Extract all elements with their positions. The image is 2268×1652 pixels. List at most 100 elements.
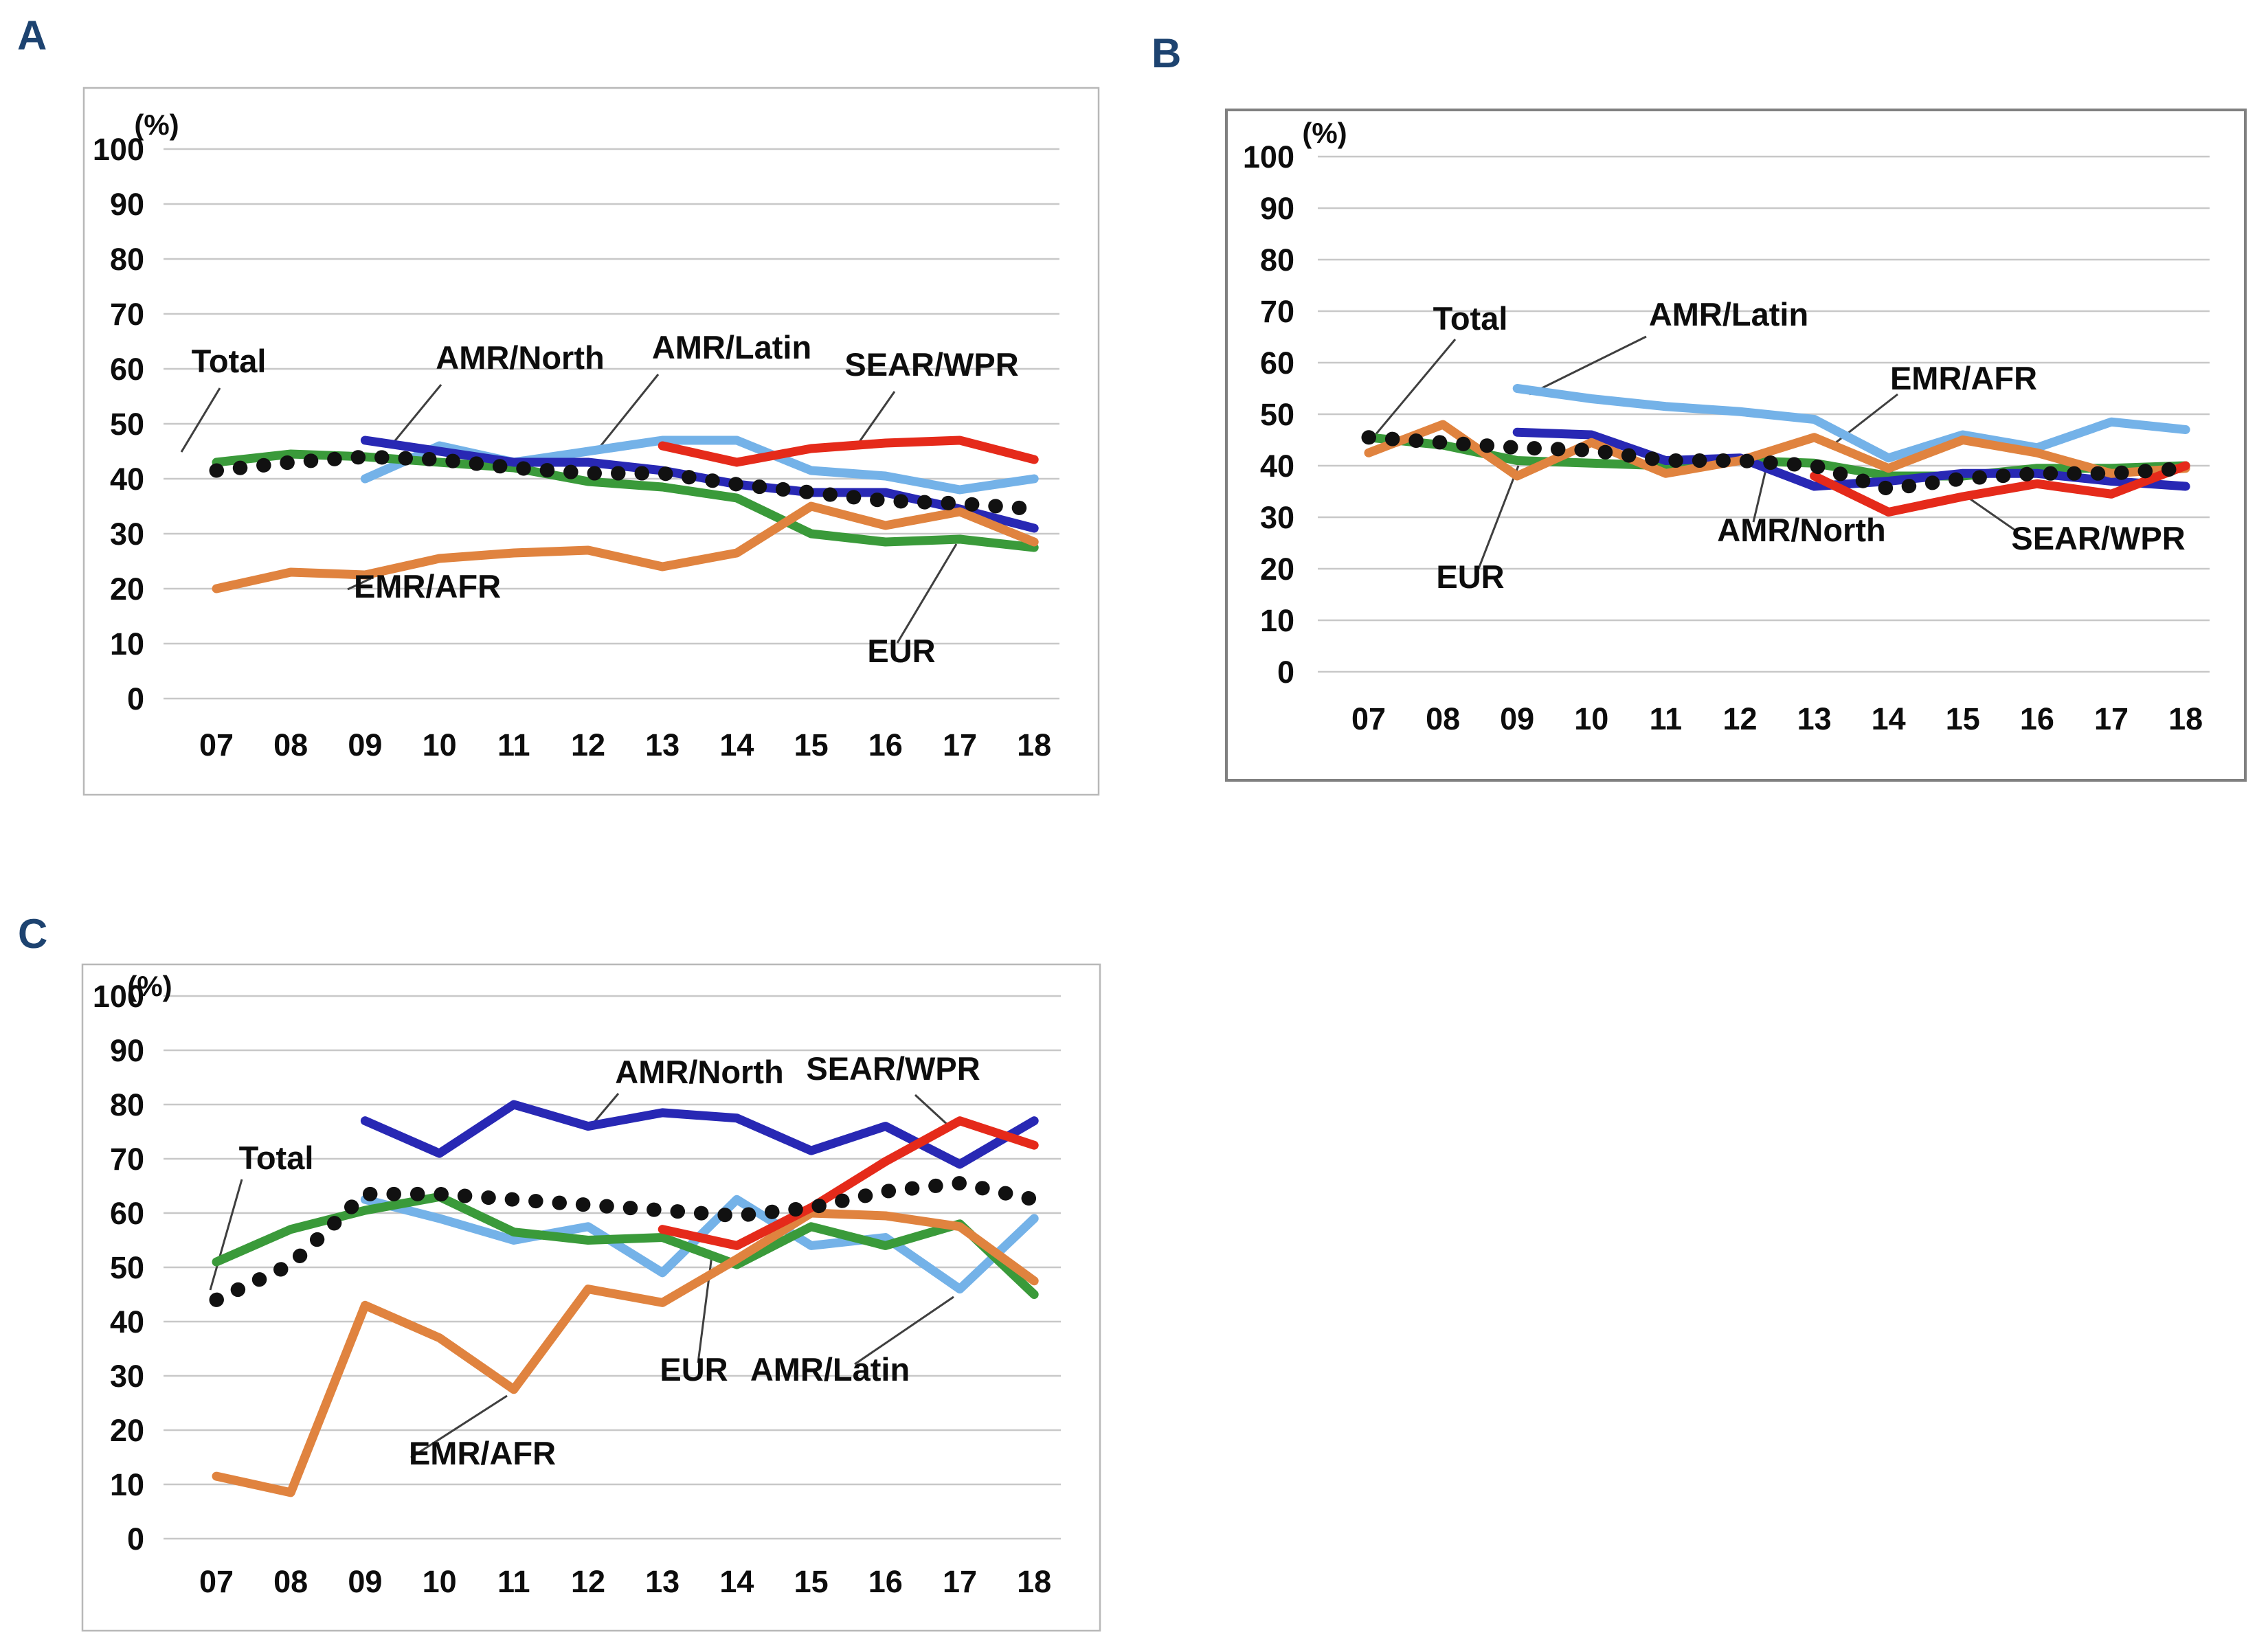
y-axis-unit-label: (%) — [134, 109, 179, 141]
y-tick-label: 90 — [1260, 191, 1294, 226]
chart-panel-b: 0 10 20 30 40 50 60 70 80 90 100(%) 07 08 09 10 11 12 13 1… — [1225, 109, 2247, 782]
label-leader-line — [914, 1094, 951, 1128]
y-tick-label: 80 — [110, 1087, 144, 1122]
series-label-amr-latin: AMR/Latin — [750, 1351, 910, 1388]
series-label-emr-afr: EMR/AFR — [409, 1435, 556, 1471]
y-tick-label: 50 — [1260, 397, 1294, 432]
y-tick-label: 40 — [110, 462, 144, 497]
chart-panel-a: 0 10 20 30 40 50 60 70 80 90 100(%) 07 08 09 10 11 12 13 1… — [82, 87, 1100, 796]
y-tick-label: 20 — [1260, 552, 1294, 587]
y-tick-label: 40 — [110, 1304, 144, 1339]
series-label-emr-afr: EMR/AFR — [354, 568, 501, 604]
series-label-total: Total — [239, 1140, 314, 1176]
series-line-emr-afr — [1364, 420, 2190, 481]
x-tick-label-11: 11 — [1650, 701, 1683, 736]
x-tick-label-17: 17 — [943, 1564, 977, 1599]
x-tick-label-15: 15 — [1946, 701, 1980, 736]
x-tick-label-17: 17 — [943, 727, 977, 762]
x-tick-label-12: 12 — [1722, 701, 1757, 736]
x-tick-label-15: 15 — [794, 1564, 829, 1599]
series-label-sear-wpr: SEAR/WPR — [806, 1050, 980, 1087]
y-tick-label: 10 — [110, 1467, 144, 1502]
x-tick-label-18: 18 — [1017, 727, 1051, 762]
x-tick-label-09: 09 — [1500, 701, 1534, 736]
y-tick-label: 10 — [110, 626, 144, 661]
x-tick-label-17: 17 — [2094, 701, 2129, 736]
label-leader-line — [598, 374, 660, 449]
y-tick-label: 40 — [1260, 449, 1294, 484]
x-tick-label-14: 14 — [1872, 701, 1906, 736]
label-leader-line — [410, 1394, 508, 1459]
x-tick-label-12: 12 — [571, 1564, 605, 1599]
x-tick-label-08: 08 — [273, 727, 308, 762]
y-tick-label: 30 — [110, 1359, 144, 1394]
label-leader-line — [1370, 339, 1457, 440]
y-tick-label: 0 — [1277, 655, 1294, 690]
y-tick-label: 90 — [110, 187, 144, 222]
series-label-total: Total — [192, 343, 267, 379]
series-label-total: Total — [1433, 300, 1508, 337]
y-tick-label: 60 — [110, 1196, 144, 1231]
x-tick-label-16: 16 — [868, 727, 903, 762]
label-leader-line — [209, 1179, 243, 1291]
x-tick-label-16: 16 — [2020, 701, 2054, 736]
label-leader-line — [1828, 393, 1898, 449]
y-tick-label: 70 — [110, 1142, 144, 1177]
series-line-emr-afr — [212, 1208, 1039, 1497]
series-line-total — [209, 449, 1042, 517]
x-tick-label-11: 11 — [497, 1564, 530, 1599]
label-leader-line — [1477, 465, 1520, 569]
series-line-total — [1361, 430, 2193, 497]
x-tick-label-14: 14 — [719, 1564, 754, 1599]
x-tick-label-18: 18 — [1017, 1564, 1051, 1599]
series-label-eur: EUR — [867, 633, 935, 669]
y-tick-label: 30 — [110, 517, 144, 552]
series-label-amr-north: AMR/North — [1717, 512, 1885, 548]
series-line-amr-latin — [1512, 384, 2190, 463]
label-leader-line — [1752, 469, 1767, 523]
x-tick-label-14: 14 — [719, 727, 754, 762]
series-line-sear-wpr — [1810, 461, 2190, 517]
label-leader-line — [896, 543, 958, 644]
y-tick-label: 80 — [1260, 242, 1294, 278]
series-label-amr-latin: AMR/Latin — [1649, 296, 1808, 332]
y-tick-label: 0 — [127, 681, 144, 716]
y-axis-unit-label: (%) — [1302, 117, 1347, 149]
x-tick-label-07: 07 — [199, 727, 234, 762]
x-tick-label-08: 08 — [273, 1564, 308, 1599]
y-tick-label: 50 — [110, 1250, 144, 1285]
y-tick-label: 10 — [1260, 603, 1294, 638]
y-tick-label: 70 — [110, 297, 144, 332]
x-tick-label-18: 18 — [2168, 701, 2203, 736]
y-tick-label: 100 — [93, 132, 144, 167]
y-tick-label: 70 — [1260, 294, 1294, 329]
y-tick-label: 100 — [1243, 139, 1294, 174]
label-leader-line — [1529, 335, 1647, 396]
y-tick-label: 100 — [93, 979, 144, 1014]
label-leader-line — [855, 391, 896, 447]
y-tick-label: 60 — [110, 352, 144, 387]
y-tick-label: 0 — [127, 1521, 144, 1557]
x-tick-label-07: 07 — [1351, 701, 1386, 736]
panel-label-c: C — [18, 911, 48, 957]
series-line-sear-wpr — [658, 1116, 1039, 1250]
series-line-sear-wpr — [658, 435, 1039, 467]
x-tick-label-09: 09 — [348, 727, 382, 762]
series-label-eur: EUR — [1436, 558, 1504, 595]
y-tick-label: 50 — [110, 407, 144, 442]
label-leader-line — [347, 577, 372, 591]
series-label-emr-afr: EMR/AFR — [1890, 360, 2037, 396]
x-tick-label-12: 12 — [571, 727, 605, 762]
label-leader-line — [1967, 496, 2018, 533]
x-tick-label-15: 15 — [794, 727, 829, 762]
x-tick-label-13: 13 — [645, 727, 680, 762]
y-tick-label: 20 — [110, 1413, 144, 1448]
x-tick-label-13: 13 — [1797, 701, 1832, 736]
x-tick-label-13: 13 — [645, 1564, 680, 1599]
x-tick-label-08: 08 — [1426, 701, 1460, 736]
x-tick-label-11: 11 — [497, 727, 530, 762]
chart-box — [81, 963, 1101, 1632]
series-label-amr-north: AMR/North — [436, 339, 604, 376]
panel-label-a: A — [17, 12, 47, 58]
